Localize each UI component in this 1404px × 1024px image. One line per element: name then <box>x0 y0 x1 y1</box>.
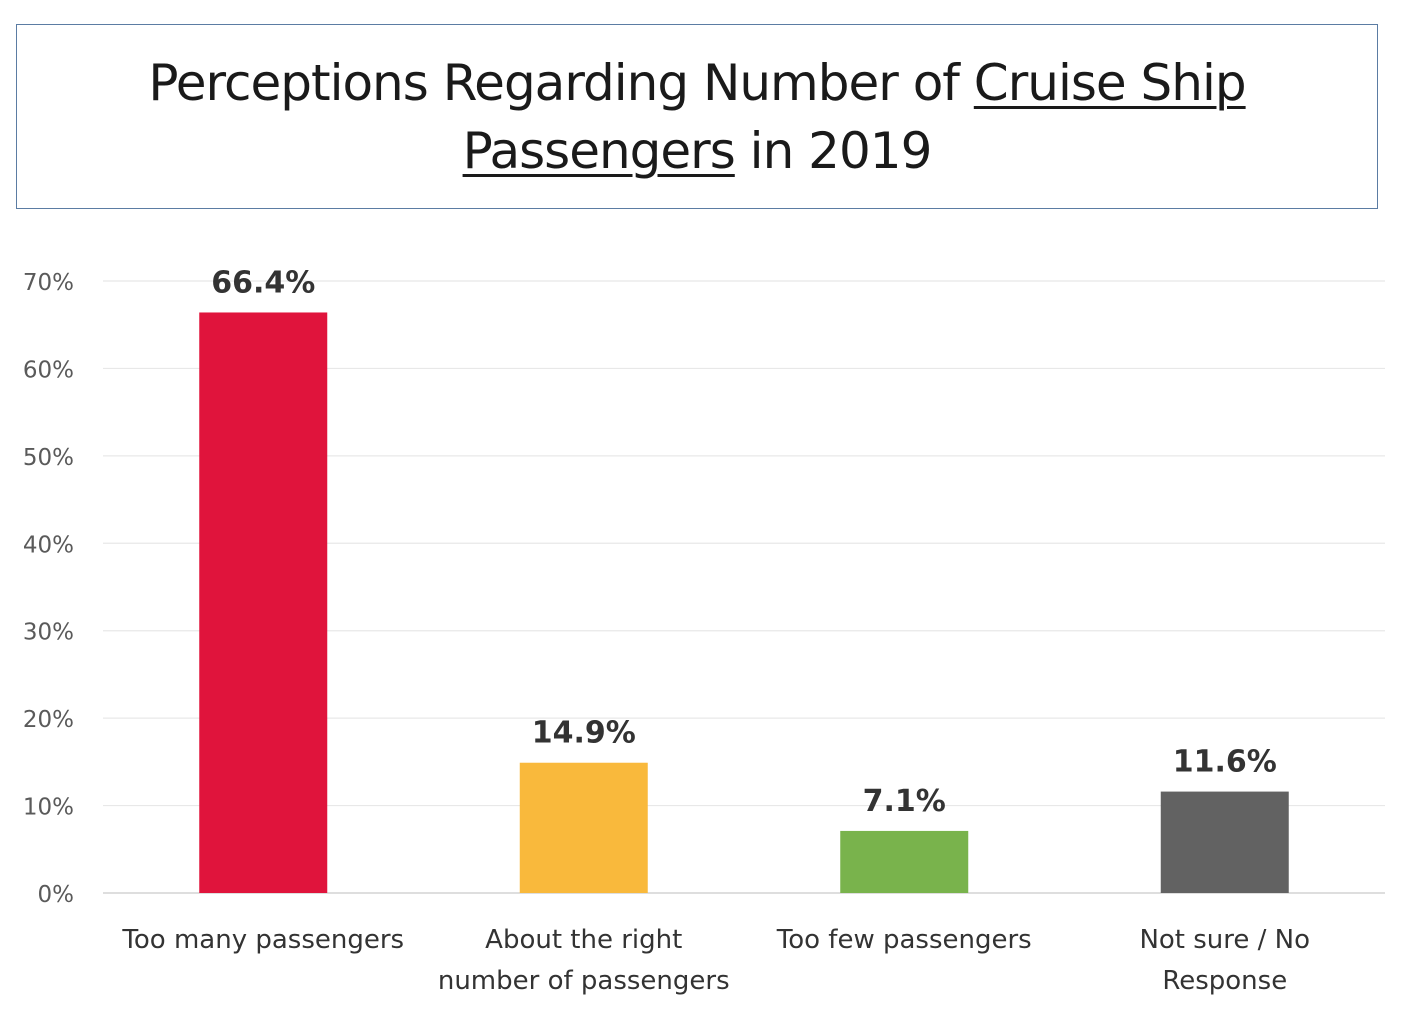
chart-title-box: Perceptions Regarding Number of Cruise S… <box>16 24 1378 209</box>
x-category-label: Too few passengers <box>776 925 1032 955</box>
y-tick-label: 30% <box>23 620 74 646</box>
y-tick-label: 10% <box>23 795 74 821</box>
title-line1-plain: Perceptions Regarding Number of <box>148 53 974 112</box>
title-line2-plain: in 2019 <box>734 121 933 180</box>
x-category-label: Not sure / No <box>1139 925 1310 955</box>
x-category-label: Response <box>1162 966 1287 996</box>
bar <box>1160 791 1289 893</box>
bar <box>199 312 328 894</box>
y-tick-label: 20% <box>23 707 74 733</box>
y-tick-label: 40% <box>23 532 74 558</box>
y-tick-label: 70% <box>23 270 74 296</box>
data-label: 66.4% <box>211 265 315 300</box>
data-label: 11.6% <box>1173 745 1277 780</box>
y-tick-label: 60% <box>23 357 74 383</box>
chart-title-line-2: Passengers in 2019 <box>462 117 933 185</box>
chart-title-line-1: Perceptions Regarding Number of Cruise S… <box>148 49 1247 117</box>
x-category-label: About the right <box>485 925 682 955</box>
data-label: 7.1% <box>863 784 946 819</box>
data-label: 14.9% <box>532 716 636 751</box>
bar <box>840 830 969 893</box>
y-tick-label: 0% <box>38 882 75 908</box>
title-line1-underlined: Cruise Ship <box>973 53 1247 112</box>
bar <box>519 762 648 893</box>
x-category-label: number of passengers <box>438 966 730 996</box>
x-category-label: Too many passengers <box>121 925 404 955</box>
title-line2-underlined: Passengers <box>462 121 736 180</box>
y-tick-label: 50% <box>23 445 74 471</box>
